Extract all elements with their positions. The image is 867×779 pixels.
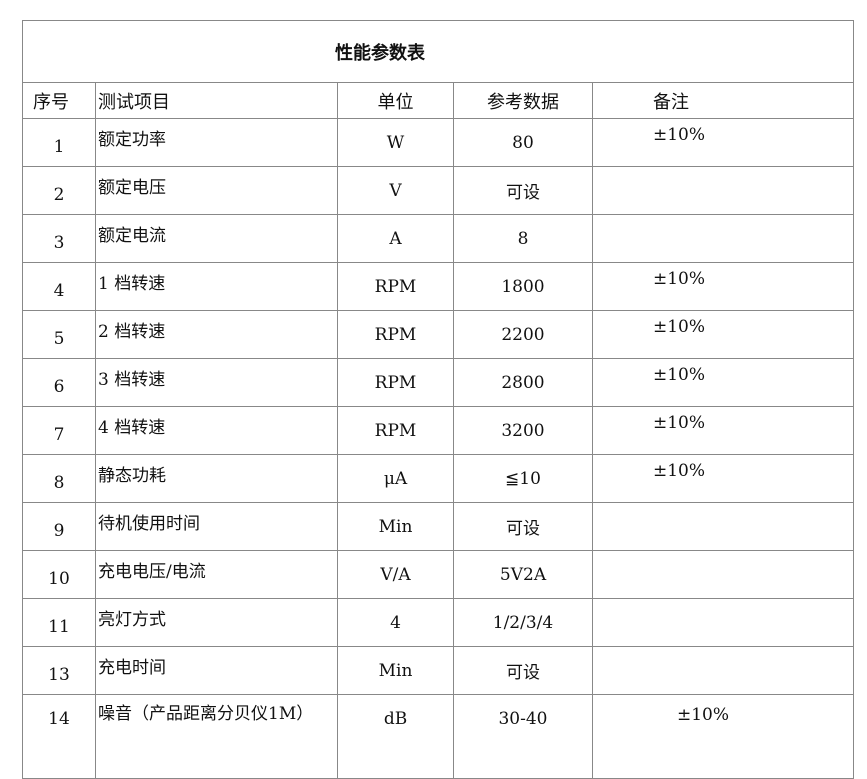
cell-index: 2 [22,166,96,215]
cell-test-item: 2 档转速 [95,310,338,359]
cell-reference: 2200 [453,310,593,359]
cell-reference: 可设 [453,646,593,695]
cell-unit: 4 [337,598,454,647]
cell-test-item: 待机使用时间 [95,502,338,551]
table-row: 14 噪音（产品距离分贝仪1M） dB 30-40 ±10% [22,694,855,779]
cell-remarks: ±10% [591,262,855,311]
cell-test-item: 额定功率 [95,118,338,167]
cell-remarks [591,598,855,647]
cell-remarks: ±10% [591,406,855,455]
cell-index: 8 [22,454,96,503]
cell-index: 1 [22,118,96,167]
cell-remarks [591,502,855,551]
cell-unit: A [337,214,454,263]
header-test-item: 测试项目 [95,82,338,119]
cell-unit: V/A [337,550,454,599]
cell-index: 7 [22,406,96,455]
cell-reference: 可设 [453,502,593,551]
cell-test-item: 噪音（产品距离分贝仪1M） [95,694,338,779]
cell-unit: RPM [337,358,454,407]
table-row: 10 充电电压/电流 V/A 5V2A [22,550,855,599]
table-title: 性能参数表 [335,42,426,64]
cell-index: 14 [22,694,96,779]
cell-test-item: 4 档转速 [95,406,338,455]
cell-test-item: 3 档转速 [95,358,338,407]
table-row: 11 亮灯方式 4 1/2/3/4 [22,598,855,647]
cell-test-item: 充电电压/电流 [95,550,338,599]
cell-remarks [591,166,855,215]
header-row: 序号 测试项目 单位 参考数据 备注 [22,82,855,119]
cell-remarks: ±10% [591,694,855,779]
cell-unit: dB [337,694,454,779]
cell-unit: Min [337,502,454,551]
table-title-cell: 性能参数表 [21,20,855,83]
cell-index: 13 [22,646,96,695]
cell-test-item: 额定电流 [95,214,338,263]
cell-remarks [591,550,855,599]
table-row: 9 待机使用时间 Min 可设 [22,502,855,551]
cell-test-item: 静态功耗 [95,454,338,503]
cell-reference: 1/2/3/4 [453,598,593,647]
table-row: 3 额定电流 A 8 [22,214,855,263]
cell-unit: W [337,118,454,167]
cell-reference: ≦10 [453,454,593,503]
cell-unit: μA [337,454,454,503]
cell-test-item: 额定电压 [95,166,338,215]
cell-unit: Min [337,646,454,695]
performance-parameter-table: 性能参数表 序号 测试项目 单位 参考数据 备注 1 额定功率 W 80 ±10% 2 额定… [21,20,855,779]
cell-test-item: 充电时间 [95,646,338,695]
cell-reference: 1800 [453,262,593,311]
cell-reference: 8 [453,214,593,263]
cell-reference: 80 [453,118,593,167]
cell-remarks: ±10% [591,454,855,503]
table-row: 2 额定电压 V 可设 [22,166,855,215]
table-title-row: 性能参数表 [21,20,855,83]
cell-remarks: ±10% [591,358,855,407]
cell-unit: RPM [337,406,454,455]
header-index: 序号 [22,82,96,119]
cell-reference: 可设 [453,166,593,215]
cell-reference: 30-40 [453,694,593,779]
cell-unit: RPM [337,310,454,359]
cell-test-item: 1 档转速 [95,262,338,311]
cell-remarks [591,646,855,695]
table-row: 13 充电时间 Min 可设 [22,646,855,695]
cell-remarks: ±10% [591,310,855,359]
cell-remarks: ±10% [591,118,855,167]
cell-index: 5 [22,310,96,359]
cell-index: 10 [22,550,96,599]
table-row: 1 额定功率 W 80 ±10% [22,118,855,167]
header-reference: 参考数据 [453,82,593,119]
cell-index: 4 [22,262,96,311]
cell-remarks [591,214,855,263]
cell-reference: 3200 [453,406,593,455]
cell-unit: RPM [337,262,454,311]
header-remarks: 备注 [591,82,855,119]
cell-index: 11 [22,598,96,647]
cell-index: 3 [22,214,96,263]
cell-unit: V [337,166,454,215]
table-row: 8 静态功耗 μA ≦10 ±10% [22,454,855,503]
cell-index: 9 [22,502,96,551]
cell-reference: 2800 [453,358,593,407]
header-unit: 单位 [337,82,454,119]
cell-reference: 5V2A [453,550,593,599]
cell-index: 6 [22,358,96,407]
cell-test-item: 亮灯方式 [95,598,338,647]
